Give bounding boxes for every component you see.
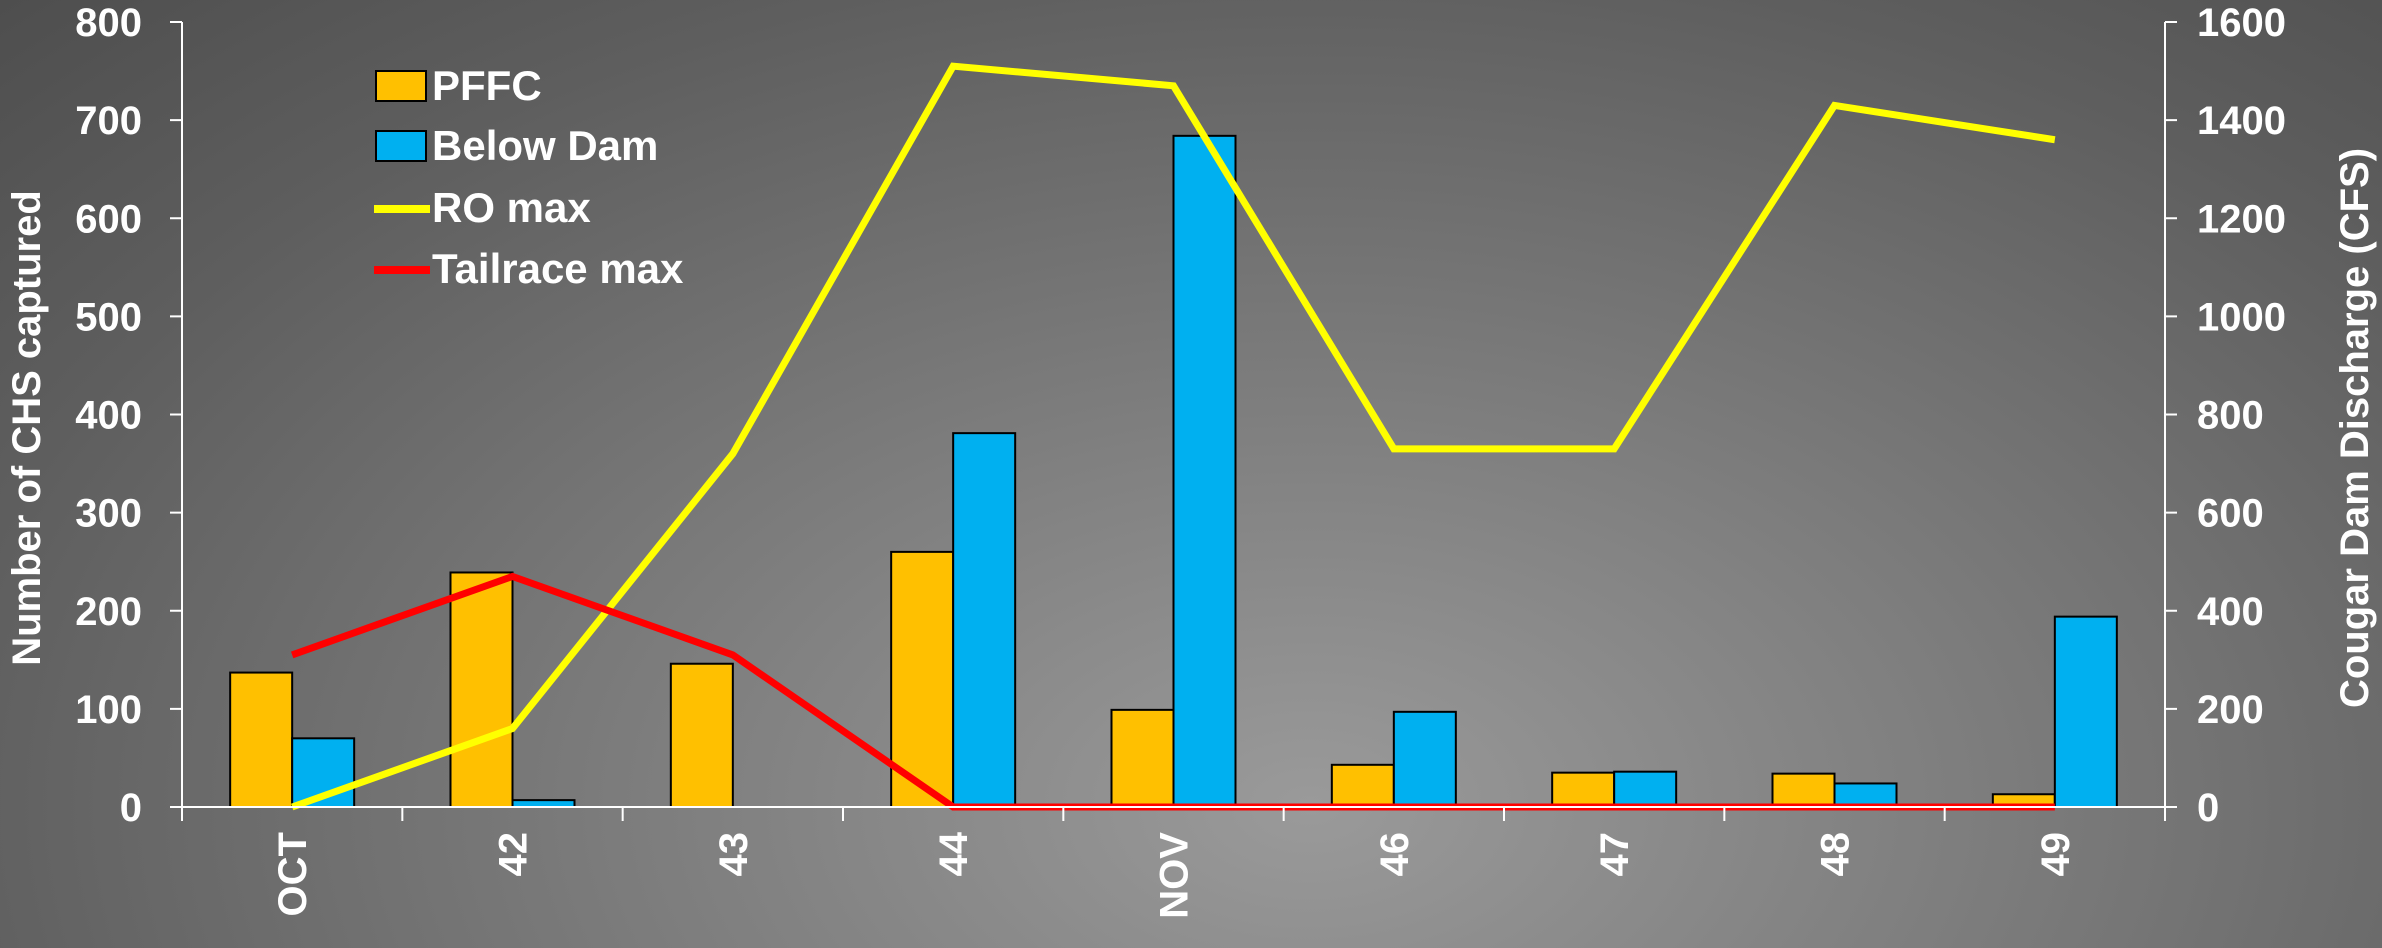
bar-pffc-46 — [1330, 763, 1395, 809]
y-tick-label-left: 700 — [75, 99, 142, 143]
x-tick-label-48: 48 — [1814, 832, 1858, 877]
legend-swatch-below-dam — [375, 130, 427, 162]
y-tick-label-left: 400 — [75, 394, 142, 438]
x-tick-label-49: 49 — [2034, 832, 2078, 877]
y-tick-label-right: 800 — [2197, 394, 2264, 438]
line-ro-max — [290, 62, 2056, 811]
y-tick-label-left: 100 — [75, 688, 142, 732]
y-tick-label-left: 800 — [75, 1, 142, 45]
y-tick-label-left: 0 — [120, 786, 142, 830]
y-tick-label-right: 1000 — [2197, 295, 2286, 339]
legend-swatch-pffc — [375, 70, 427, 102]
y-axis-title-right: Cougar Dam Discharge (CFS) — [2333, 148, 2377, 708]
bar-pffc-44 — [890, 550, 955, 808]
x-tick-label-nov: NOV — [1153, 832, 1197, 919]
bar-below-dam-49 — [2053, 615, 2118, 809]
y-tick-label-right: 400 — [2197, 590, 2264, 634]
bar-below-dam-46 — [1392, 710, 1457, 808]
legend-label-ro-max: RO max — [432, 184, 591, 231]
bar-below-dam-44 — [952, 432, 1017, 808]
legend-label-below-dam: Below Dam — [432, 122, 658, 169]
legend-label-tailrace-max: Tailrace max — [432, 245, 684, 292]
x-tick-label-46: 46 — [1373, 832, 1417, 877]
x-tick-label-43: 43 — [712, 832, 756, 877]
bar-below-dam-nov — [1172, 134, 1237, 808]
bar-below-dam-47 — [1613, 770, 1678, 808]
bar-below-dam-48 — [1833, 782, 1898, 809]
y-tick-label-right: 1200 — [2197, 197, 2286, 241]
bar-pffc-43 — [669, 662, 734, 808]
y-tick-label-left: 200 — [75, 590, 142, 634]
legend-label-pffc: PFFC — [432, 62, 542, 109]
y-tick-label-right: 600 — [2197, 492, 2264, 536]
bar-pffc-42 — [449, 571, 514, 809]
legend: PFFC Below Dam RO max Tailrace max — [374, 62, 684, 292]
bar-pffc-nov — [1110, 708, 1175, 809]
bars-layer — [229, 134, 2118, 809]
bar-pffc-48 — [1771, 772, 1836, 809]
bar-below-dam-42 — [511, 799, 576, 808]
y-tick-label-left: 300 — [75, 492, 142, 536]
y-tick-label-left: 600 — [75, 197, 142, 241]
x-tick-label-42: 42 — [492, 832, 536, 877]
y-axis-title-left: Number of CHS captured — [5, 190, 49, 666]
y-tick-label-right: 1400 — [2197, 99, 2286, 143]
x-tick-label-44: 44 — [932, 831, 976, 876]
y-tick-label-right: 1600 — [2197, 1, 2286, 45]
bar-pffc-47 — [1551, 771, 1616, 808]
axes-layer: 0 100 200 300 400 500 600 700 800 0 200 400 600 800 10… — [75, 1, 2286, 919]
y-tick-label-left: 500 — [75, 295, 142, 339]
y-tick-label-right: 200 — [2197, 688, 2264, 732]
x-tick-label-oct: OCT — [271, 832, 315, 916]
y-tick-label-right: 0 — [2197, 786, 2219, 830]
bar-pffc-oct — [229, 671, 294, 808]
x-tick-label-47: 47 — [1593, 832, 1637, 877]
